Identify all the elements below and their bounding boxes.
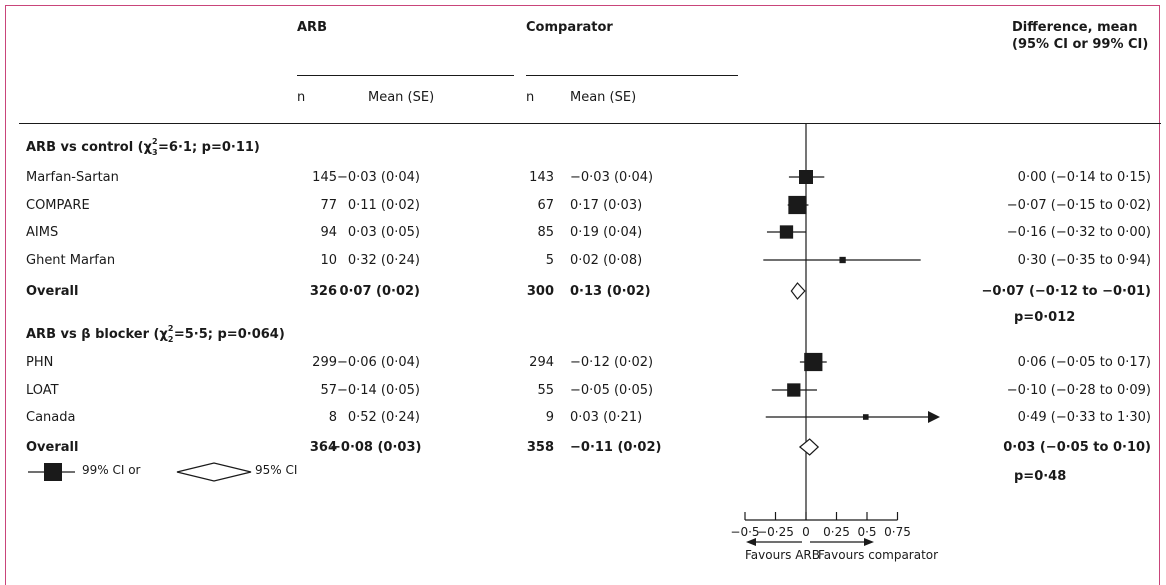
overall-diamond	[790, 282, 806, 300]
favours-comparator-label: Favours comparator	[818, 548, 939, 562]
favours-arb-arrowhead	[746, 538, 756, 546]
x-tick-label: 0·25	[823, 525, 850, 539]
arb-mean: 0·03 (0·05)	[347, 225, 420, 240]
difference-header-line1: Difference, mean	[1012, 20, 1138, 35]
arb-mean-overall: −0·08 (0·03)	[330, 440, 422, 455]
overall-label: Overall	[26, 284, 79, 299]
point-estimate-square	[788, 195, 807, 215]
comp-mean-overall: 0·13 (0·02)	[570, 284, 651, 299]
diff-overall: −0·07 (−0·12 to −0·01)	[981, 284, 1151, 299]
arb-n: 57	[320, 383, 337, 398]
study-label: Ghent Marfan	[26, 253, 116, 268]
comp-n-overall: 300	[526, 284, 554, 299]
diff-value: −0·07 (−0·15 to 0·02)	[1006, 198, 1151, 213]
study-label: Marfan-Sartan	[26, 170, 119, 185]
x-tick-label: −0·5	[730, 525, 759, 539]
arb-n-overall: 326	[309, 284, 337, 299]
legend-diamond-label: 95% CI	[255, 463, 298, 477]
comp-n: 9	[545, 410, 554, 425]
arb-n-overall: 364	[309, 440, 337, 455]
x-tick-label: 0·5	[857, 525, 876, 539]
comp-mean: −0·05 (0·05)	[570, 383, 654, 398]
study-label: COMPARE	[26, 198, 90, 213]
legend	[28, 462, 252, 482]
arb-header: ARB	[297, 20, 327, 35]
p-value: p=0·012	[1014, 310, 1076, 325]
comparator-n-header: n	[526, 90, 535, 105]
comp-mean: 0·02 (0·08)	[570, 253, 643, 268]
arb-mean-overall: 0·07 (0·02)	[339, 284, 420, 299]
point-estimate-square	[804, 352, 823, 372]
point-estimate-square	[862, 414, 869, 420]
comp-n: 294	[529, 355, 554, 370]
comp-mean: 0·17 (0·03)	[570, 198, 643, 213]
arb-mean: −0·14 (0·05)	[336, 383, 420, 398]
arb-n: 94	[320, 225, 337, 240]
arb-mean: 0·11 (0·02)	[347, 198, 420, 213]
diff-value: 0·30 (−0·35 to 0·94)	[1017, 253, 1151, 268]
overall-diamond	[798, 438, 820, 456]
diff-value: 0·06 (−0·05 to 0·17)	[1017, 355, 1151, 370]
difference-header-line2: (95% CI or 99% CI)	[1012, 37, 1149, 52]
study-label: PHN	[26, 355, 54, 370]
point-estimate-square	[799, 170, 813, 184]
plot-area: −0·5−0·25 0 0·25 0·5 0·75	[730, 123, 940, 546]
diff-value: 0·00 (−0·14 to 0·15)	[1017, 170, 1151, 185]
comp-mean: −0·12 (0·02)	[570, 355, 654, 370]
comp-mean: 0·19 (0·04)	[570, 225, 643, 240]
x-tick-label: 0·75	[884, 525, 911, 539]
forest-plot: −0·5−0·25 0 0·25 0·5 0·75	[28, 123, 940, 546]
arb-mean: 0·32 (0·24)	[347, 253, 420, 268]
study-label: Canada	[26, 410, 76, 425]
legend-square-marker	[44, 463, 62, 481]
comp-n: 85	[537, 225, 554, 240]
study-label: LOAT	[26, 383, 59, 398]
header-rule	[19, 123, 1161, 124]
group-label-control: ARB vs control (χ 2 3 =6·1; p=0·11)	[26, 137, 260, 157]
comp-mean: 0·03 (0·21)	[570, 410, 643, 425]
arb-n-header: n	[297, 90, 306, 105]
point-estimate-square	[787, 383, 801, 397]
comp-n: 5	[545, 253, 554, 268]
arb-underline	[297, 75, 514, 76]
favours-arb-label: Favours ARB	[745, 548, 820, 562]
comp-n: 67	[537, 198, 554, 213]
comparator-underline	[526, 75, 738, 76]
figure-frame	[5, 5, 1160, 585]
arb-mean: 0·52 (0·24)	[347, 410, 420, 425]
arb-n: 8	[328, 410, 337, 425]
diff-value: −0·10 (−0·28 to 0·09)	[1006, 383, 1151, 398]
x-tick-label: 0	[802, 525, 810, 539]
point-estimate-square	[779, 225, 794, 239]
arb-mean-header: Mean (SE)	[368, 90, 435, 105]
arb-n: 145	[312, 170, 337, 185]
x-tick-label: −0·25	[757, 525, 794, 539]
ci-arrowhead	[928, 411, 940, 423]
comp-n: 143	[529, 170, 554, 185]
group-label-beta-blocker: ARB vs β blocker (χ 2 2 =5·5; p=0·064)	[26, 324, 285, 344]
arb-mean: −0·06 (0·04)	[336, 355, 420, 370]
comp-n: 55	[537, 383, 554, 398]
comp-n-overall: 358	[526, 440, 554, 455]
overall-label: Overall	[26, 440, 79, 455]
comp-mean: −0·03 (0·04)	[570, 170, 654, 185]
study-label: AIMS	[26, 225, 59, 240]
comparator-header: Comparator	[526, 20, 613, 35]
arb-n: 77	[320, 198, 337, 213]
arb-n: 10	[320, 253, 337, 268]
diff-overall: 0·03 (−0·05 to 0·10)	[1003, 440, 1151, 455]
arb-mean: −0·03 (0·04)	[336, 170, 420, 185]
favours-comparator-arrowhead	[864, 538, 874, 546]
legend-diamond-marker	[176, 462, 252, 482]
point-estimate-square	[839, 256, 846, 264]
diff-value: 0·49 (−0·33 to 1·30)	[1017, 410, 1151, 425]
arb-n: 299	[312, 355, 337, 370]
comp-mean-overall: −0·11 (0·02)	[570, 440, 662, 455]
p-value: p=0·48	[1014, 469, 1067, 484]
legend-square-label: 99% CI or	[82, 463, 141, 477]
diff-value: −0·16 (−0·32 to 0·00)	[1006, 225, 1151, 240]
comparator-mean-header: Mean (SE)	[570, 90, 637, 105]
